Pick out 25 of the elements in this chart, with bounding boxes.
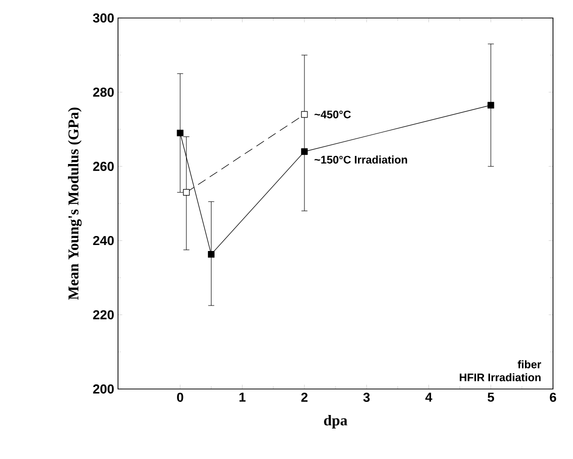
x-axis-title: dpa bbox=[324, 414, 348, 428]
y-tick-label: 260 bbox=[93, 162, 114, 171]
annotation: ~150°C Irradiation bbox=[314, 156, 408, 164]
x-tick-label: 1 bbox=[240, 392, 246, 402]
point bbox=[301, 111, 308, 118]
point bbox=[208, 251, 215, 258]
y-tick-label: 300 bbox=[92, 13, 114, 23]
y-tick-label: 280 bbox=[93, 88, 114, 97]
y-axis-title: Mean Young's Modulus (GPa) bbox=[68, 108, 82, 300]
annotation: ~450°C bbox=[314, 110, 351, 118]
point bbox=[183, 189, 190, 196]
x-tick-label: 3 bbox=[363, 392, 370, 402]
point bbox=[488, 102, 494, 108]
y-tick-label: 220 bbox=[93, 310, 114, 320]
point bbox=[176, 130, 184, 136]
x-tick-label: 0 bbox=[177, 392, 184, 402]
x-tick-label: 4 bbox=[425, 392, 432, 402]
x-tick-label: 5 bbox=[488, 392, 494, 402]
y-tick-label: 200 bbox=[93, 384, 114, 394]
y-tick-label: 240 bbox=[93, 236, 114, 246]
annotation: fiber bbox=[518, 360, 542, 368]
point bbox=[301, 148, 308, 155]
annotation: HFIR Irradiation bbox=[460, 373, 541, 382]
x-tick-label: 2 bbox=[301, 392, 308, 402]
x-tick-label: 6 bbox=[550, 392, 556, 402]
